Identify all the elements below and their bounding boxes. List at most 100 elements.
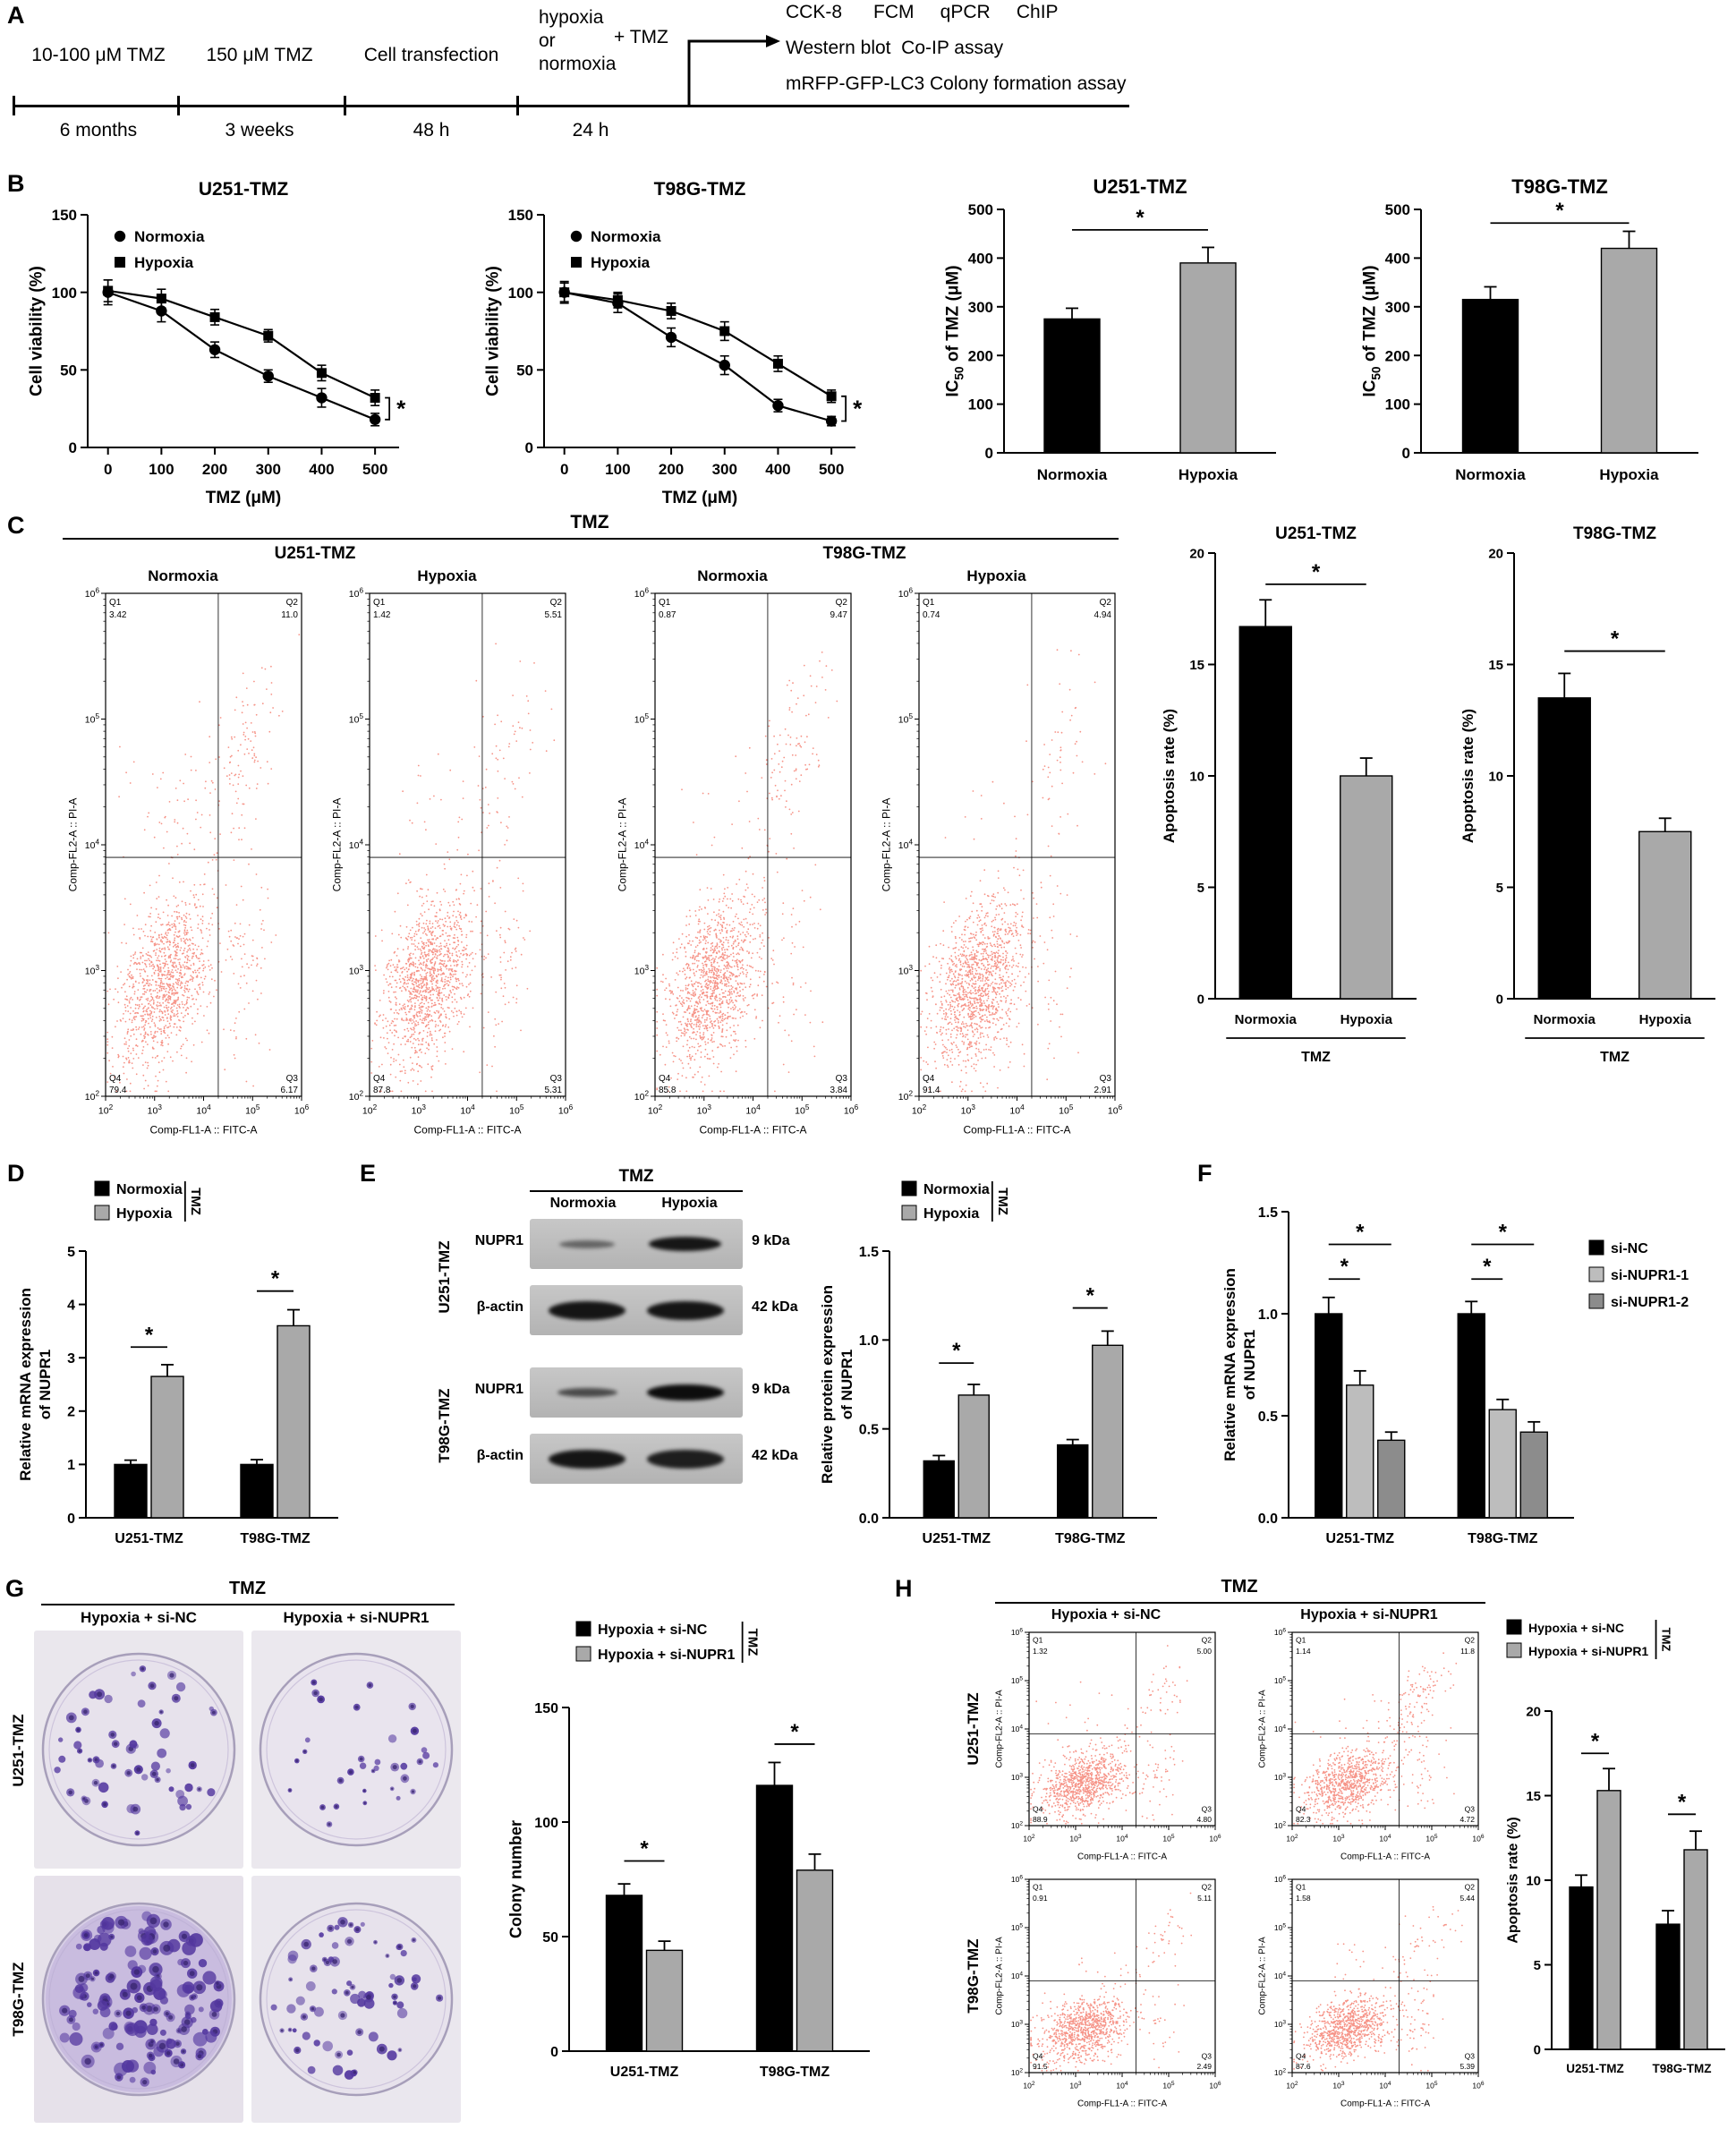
svg-text:*: *	[1555, 199, 1564, 223]
stage-3-label: Cell transfection	[363, 45, 499, 65]
workflow-arrow	[687, 35, 780, 106]
svg-text:5.39: 5.39	[1459, 2062, 1475, 2071]
svg-text:Q1: Q1	[1296, 1636, 1306, 1645]
svg-text:1.0: 1.0	[1258, 1307, 1278, 1323]
blot-image-u251-nupr1	[530, 1219, 743, 1269]
svg-text:5.31: 5.31	[545, 1086, 563, 1095]
svg-text:5: 5	[67, 1245, 75, 1260]
svg-text:400: 400	[309, 461, 334, 478]
svg-text:106: 106	[1108, 1103, 1123, 1116]
svg-text:9.47: 9.47	[830, 610, 848, 620]
svg-text:*: *	[1340, 1255, 1349, 1279]
panel-a-label: A	[7, 2, 25, 29]
svg-text:0: 0	[550, 2045, 558, 2060]
svg-text:103: 103	[634, 964, 650, 976]
panel-d-label: D	[7, 1160, 25, 1187]
svg-text:105: 105	[898, 712, 914, 725]
svg-text:50: 50	[516, 362, 533, 379]
chart-mrna-nupr1: 0 1 2 3 4 5 Relative mRNA expression of NUPR1 U2…	[5, 1169, 353, 1573]
svg-text:87.6: 87.6	[1296, 2062, 1311, 2071]
svg-text:Normoxia: Normoxia	[134, 228, 205, 245]
svg-text:2.49: 2.49	[1196, 2062, 1212, 2071]
condition-label: Normoxia	[148, 567, 218, 584]
svg-text:104: 104	[1274, 1724, 1286, 1734]
svg-text:102: 102	[1023, 1834, 1034, 1844]
svg-text:0: 0	[985, 445, 993, 462]
svg-text:400: 400	[1385, 251, 1410, 268]
svg-text:103: 103	[898, 964, 914, 976]
svg-text:105: 105	[1059, 1103, 1074, 1116]
svg-text:T98G-TMZ: T98G-TMZ	[1468, 1531, 1537, 1546]
svg-text:300: 300	[256, 461, 281, 478]
svg-text:Q1: Q1	[923, 598, 935, 608]
svg-text:3.42: 3.42	[109, 610, 127, 620]
svg-text:102: 102	[1286, 1834, 1298, 1844]
tmz-header: TMZ	[570, 512, 609, 532]
column-header-sinupr1: Hypoxia + si-NUPR1	[283, 1609, 430, 1626]
svg-text:Hypoxia: Hypoxia	[1179, 466, 1238, 483]
svg-text:*: *	[1356, 1220, 1365, 1244]
svg-text:104: 104	[349, 839, 364, 851]
svg-text:11.8: 11.8	[1460, 1647, 1475, 1656]
svg-text:*: *	[1483, 1255, 1492, 1279]
svg-text:Normoxia: Normoxia	[591, 228, 661, 245]
svg-text:106: 106	[1472, 1834, 1484, 1844]
svg-text:102: 102	[1011, 2068, 1023, 2078]
svg-text:103: 103	[412, 1103, 427, 1116]
svg-text:102: 102	[349, 1090, 364, 1103]
svg-text:Comp-FL1-A :: FITC-A: Comp-FL1-A :: FITC-A	[1340, 1852, 1430, 1862]
svg-text:Q3: Q3	[1202, 1805, 1213, 1814]
svg-text:4: 4	[67, 1298, 75, 1313]
svg-text:4.72: 4.72	[1459, 1815, 1475, 1824]
svg-text:6.17: 6.17	[281, 1086, 299, 1095]
svg-text:105: 105	[1011, 1923, 1023, 1933]
svg-text:150: 150	[52, 207, 77, 224]
svg-text:Colony number: Colony number	[506, 1820, 524, 1938]
svg-text:3: 3	[67, 1351, 75, 1367]
chart-ic50-t98g: 0 100 200 300 400 500 T98G-TMZ IC50 of TMZ (μM)…	[1337, 170, 1722, 512]
svg-text:Q1: Q1	[1033, 1883, 1043, 1892]
svg-text:Hypoxia + si-NC: Hypoxia + si-NC	[1528, 1621, 1624, 1635]
blot-col-normoxia: Normoxia	[549, 1196, 617, 1211]
svg-text:U251-TMZ: U251-TMZ	[1326, 1531, 1395, 1546]
svg-text:103: 103	[148, 1103, 163, 1116]
svg-text:TMZ (μM): TMZ (μM)	[206, 489, 281, 507]
flow-plot-u251-normoxia: 102 102 103 103 104 104 105 105 106 106 Comp-FL1-A…	[55, 586, 311, 1148]
svg-text:si-NC: si-NC	[1611, 1241, 1648, 1256]
dish-photo-u251-sinupr1	[251, 1631, 461, 1869]
svg-text:TMZ: TMZ	[1600, 1050, 1630, 1065]
svg-text:106: 106	[558, 1103, 574, 1116]
svg-text:T98G-TMZ: T98G-TMZ	[1511, 175, 1608, 198]
svg-text:TMZ: TMZ	[1660, 1628, 1673, 1652]
tmz-header-line	[995, 1602, 1485, 1604]
svg-text:200: 200	[1385, 347, 1410, 364]
svg-text:104: 104	[1274, 1971, 1286, 1981]
svg-text:Cell viability (%): Cell viability (%)	[484, 266, 503, 396]
svg-text:4.80: 4.80	[1196, 1815, 1212, 1824]
svg-text:IC50 of TMZ (μM): IC50 of TMZ (μM)	[1361, 265, 1383, 396]
svg-text:T98G-TMZ: T98G-TMZ	[760, 2065, 830, 2080]
svg-text:102: 102	[1023, 2081, 1034, 2091]
assay-line-3: mRFP-GFP-LC3 Colony formation assay	[786, 73, 1127, 94]
flow-plot-t98g-normoxia: 102 102 103 103 104 104 105 105 106 106 Comp-FL1-A…	[605, 586, 860, 1148]
flow-plot-t98g-sinc: 102 102 103 103 104 104 105 105 106 106 Comp-FL1-A…	[990, 1874, 1222, 2117]
svg-text:0: 0	[1402, 445, 1410, 462]
flow-plot-u251-sinupr1: 102 102 103 103 104 104 105 105 106 106 Comp-FL1-A…	[1253, 1627, 1485, 1870]
svg-text:Q2: Q2	[836, 598, 848, 608]
svg-text:Q1: Q1	[109, 598, 122, 608]
svg-text:Normoxia: Normoxia	[923, 1182, 990, 1197]
dish-photo-t98g-sinupr1	[251, 1876, 461, 2123]
svg-text:103: 103	[1069, 1834, 1081, 1844]
svg-text:0: 0	[69, 439, 77, 456]
svg-text:Q4: Q4	[109, 1074, 122, 1084]
svg-text:105: 105	[1425, 2081, 1437, 2091]
svg-text:U251-TMZ: U251-TMZ	[1275, 524, 1357, 543]
svg-text:Q1: Q1	[659, 598, 671, 608]
svg-text:Q2: Q2	[286, 598, 299, 608]
svg-text:102: 102	[1286, 2081, 1298, 2091]
svg-text:5: 5	[1197, 881, 1204, 896]
timeline-tick	[177, 96, 180, 115]
svg-text:500: 500	[968, 201, 993, 218]
assay-line-2: Western blot Co-IP assay	[786, 38, 1004, 58]
svg-text:Q3: Q3	[1202, 2052, 1213, 2061]
